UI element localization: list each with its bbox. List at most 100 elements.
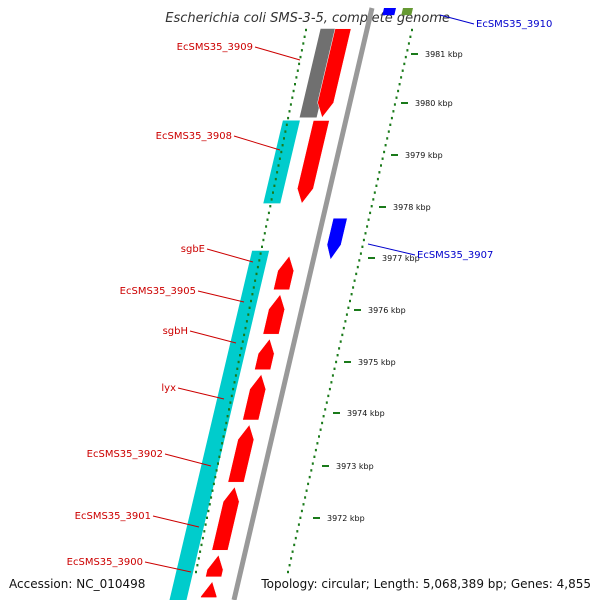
- ruler-minor-tick-outer: [288, 564, 291, 567]
- ruler-minor-tick-outer: [327, 394, 330, 398]
- gene-label: EcSMS35_3900: [67, 557, 143, 568]
- cds-reverse: [326, 217, 348, 261]
- ruler-minor-tick-outer: [297, 523, 300, 526]
- ruler-minor-tick-inner: [239, 354, 241, 357]
- ruler-minor-tick-inner: [234, 374, 237, 377]
- kbp-tick-label: 3972 kbp: [327, 514, 365, 523]
- ruler-minor-tick-outer: [372, 198, 375, 201]
- ruler-minor-tick-inner: [207, 509, 210, 513]
- ruler-minor-tick-outer: [308, 475, 311, 479]
- ruler-minor-tick-outer: [409, 35, 412, 38]
- ruler-minor-tick-inner: [280, 150, 283, 154]
- cds-forward: [254, 338, 275, 370]
- ruler-minor-tick-inner: [201, 536, 204, 540]
- kbp-tick-label: 3976 kbp: [368, 306, 406, 315]
- ruler-minor-tick-outer: [319, 428, 322, 431]
- ruler-minor-tick-inner: [196, 564, 199, 567]
- gene-label: EcSMS35_3902: [87, 449, 163, 460]
- features-layer: [169, 8, 413, 600]
- gene-label-leader: [254, 46, 301, 61]
- ruler-minor-tick-inner: [276, 171, 279, 174]
- ruler-minor-tick-outer: [300, 509, 303, 513]
- ruler-minor-tick-outer: [386, 137, 389, 140]
- kbp-tick-label: 3973 kbp: [336, 462, 374, 471]
- ruler-minor-tick-inner: [283, 137, 285, 140]
- ruler-minor-tick-outer: [389, 123, 392, 126]
- ruler-minor-tick-inner: [300, 49, 303, 52]
- ruler-minor-tick-outer: [296, 530, 299, 533]
- ruler-minor-tick-inner: [303, 35, 306, 38]
- ruler-minor-tick-outer: [304, 496, 307, 499]
- ruler-minor-tick-inner: [245, 320, 248, 323]
- gene-label-leader: [206, 248, 254, 263]
- map-title: Escherichia coli SMS-3-5, complete genom…: [165, 11, 450, 26]
- ruler-minor-tick-outer: [390, 116, 393, 120]
- ruler-minor-tick-inner: [294, 83, 296, 86]
- ruler-minor-tick-outer: [401, 69, 404, 72]
- ruler-minor-tick-outer: [302, 503, 305, 506]
- ruler-minor-tick-outer: [358, 259, 361, 262]
- ruler-minor-tick-inner: [281, 144, 284, 147]
- ruler-minor-tick-inner: [261, 245, 263, 248]
- ruler-minor-tick-inner: [289, 103, 292, 106]
- ruler-minor-tick-outer: [339, 340, 342, 343]
- ruler-minor-tick-inner: [218, 455, 221, 458]
- ruler-minor-tick-outer: [397, 89, 400, 93]
- ruler-minor-tick-outer: [293, 543, 296, 547]
- gene-feature-cluster: [169, 250, 270, 600]
- gene-label: sgbH: [163, 326, 188, 337]
- ruler-minor-tick-inner: [244, 326, 247, 330]
- ruler-minor-tick-outer: [395, 96, 398, 99]
- ruler-minor-tick-inner: [208, 503, 211, 506]
- ruler-minor-tick-inner: [232, 387, 235, 391]
- ruler-minor-tick-inner: [204, 523, 207, 526]
- ruler-minor-tick-outer: [321, 421, 324, 425]
- ruler-minor-tick-inner: [222, 435, 225, 438]
- cds-forward: [227, 424, 255, 483]
- ruler-minor-tick-inner: [223, 428, 226, 431]
- ruler-minor-tick-inner: [256, 265, 259, 269]
- ruler-minor-tick-inner: [226, 415, 229, 418]
- ruler-minor-tick-outer: [324, 408, 327, 411]
- gene-label: EcSMS35_3908: [156, 131, 232, 142]
- ruler-minor-tick-outer: [392, 110, 395, 113]
- gene-label-leader: [197, 290, 245, 303]
- ruler-minor-tick-outer: [290, 557, 293, 560]
- ruler-minor-tick-outer: [367, 218, 370, 221]
- ruler-minor-tick-inner: [284, 130, 287, 133]
- ruler-minor-tick-inner: [243, 333, 246, 337]
- ruler-minor-tick-inner: [237, 360, 240, 364]
- gene-label: EcSMS35_3907: [417, 250, 493, 261]
- ruler-minor-tick-outer: [361, 245, 364, 248]
- ruler-minor-tick-outer: [393, 103, 396, 106]
- ruler-minor-tick-outer: [307, 482, 310, 486]
- ruler-minor-tick-outer: [378, 171, 381, 174]
- ruler-minor-tick-inner: [252, 286, 255, 289]
- gene-label-leader: [189, 330, 237, 344]
- ruler-minor-tick-outer: [314, 448, 317, 452]
- ruler-minor-tick-inner: [251, 293, 254, 296]
- kbp-tick-label: 3975 kbp: [358, 358, 396, 367]
- ruler-minor-tick-outer: [366, 225, 369, 228]
- ruler-minor-tick-outer: [398, 83, 401, 86]
- ruler-minor-tick-inner: [229, 401, 232, 404]
- ruler-minor-tick-outer: [331, 374, 334, 377]
- ruler-minor-tick-inner: [263, 232, 266, 235]
- ruler-minor-tick-outer: [381, 157, 384, 160]
- ruler-minor-tick-inner: [212, 482, 215, 486]
- ruler-minor-tick-outer: [318, 435, 320, 438]
- ruler-minor-tick-inner: [298, 62, 301, 66]
- ruler-minor-tick-inner: [217, 462, 219, 465]
- ruler-minor-tick-outer: [305, 489, 308, 492]
- ruler-minor-tick-outer: [353, 279, 356, 282]
- gene-label: EcSMS35_3901: [75, 511, 151, 522]
- accession-text: Accession: NC_010498: [9, 577, 146, 591]
- ruler-minor-tick-outer: [376, 177, 379, 181]
- ruler-minor-tick-outer: [364, 232, 367, 235]
- ruler-minor-tick-inner: [228, 408, 230, 411]
- ruler-minor-tick-inner: [250, 299, 252, 303]
- ruler-minor-tick-outer: [287, 570, 289, 574]
- ruler-minor-tick-outer: [291, 550, 294, 553]
- ruler-minor-tick-inner: [233, 381, 236, 384]
